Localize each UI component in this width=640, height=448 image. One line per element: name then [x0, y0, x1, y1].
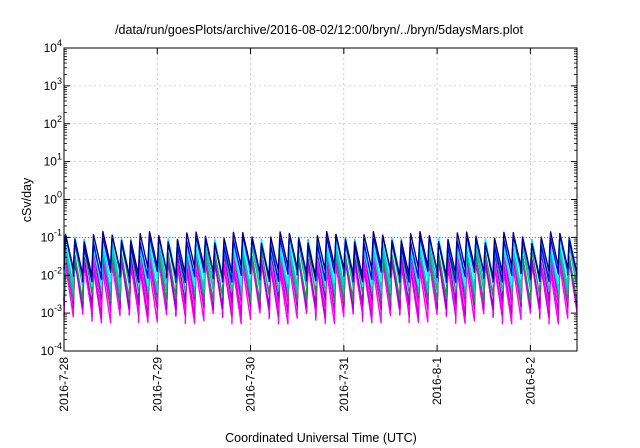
y-tick-label: 101 [44, 152, 62, 169]
x-tick-label: 2016-8-2 [523, 357, 537, 405]
chart-title: /data/run/goesPlots/archive/2016-08-02/1… [115, 23, 523, 37]
y-tick-labels: 10-4 10-3 10-2 10-1 100 101 102 103 104 [41, 38, 62, 358]
y-tick-label: 10-1 [41, 227, 62, 244]
y-tick-label: 100 [44, 190, 62, 207]
y-tick-label: 103 [44, 76, 62, 93]
x-tick-label: 2016-8-1 [430, 357, 444, 405]
x-tick-label: 2016-7-30 [244, 357, 258, 412]
y-tick-label: 10-4 [41, 341, 62, 358]
x-tick-label: 2016-7-29 [150, 357, 164, 412]
y-tick-label: 104 [44, 38, 62, 55]
y-tick-label: 10-2 [41, 265, 62, 282]
x-tick-labels: 2016-7-28 2016-7-29 2016-7-30 2016-7-31 2016… [57, 357, 537, 412]
x-tick-label: 2016-7-31 [337, 357, 351, 412]
y-tick-label: 10-3 [41, 303, 62, 320]
y-tick-label: 102 [44, 114, 62, 131]
series-layer [63, 230, 578, 325]
x-tick-label: 2016-7-28 [57, 357, 71, 412]
series-line-9 [63, 230, 578, 279]
x-axis-label: Coordinated Universal Time (UTC) [225, 431, 417, 445]
y-axis-label: cSv/day [20, 177, 34, 222]
ticks [63, 47, 577, 352]
